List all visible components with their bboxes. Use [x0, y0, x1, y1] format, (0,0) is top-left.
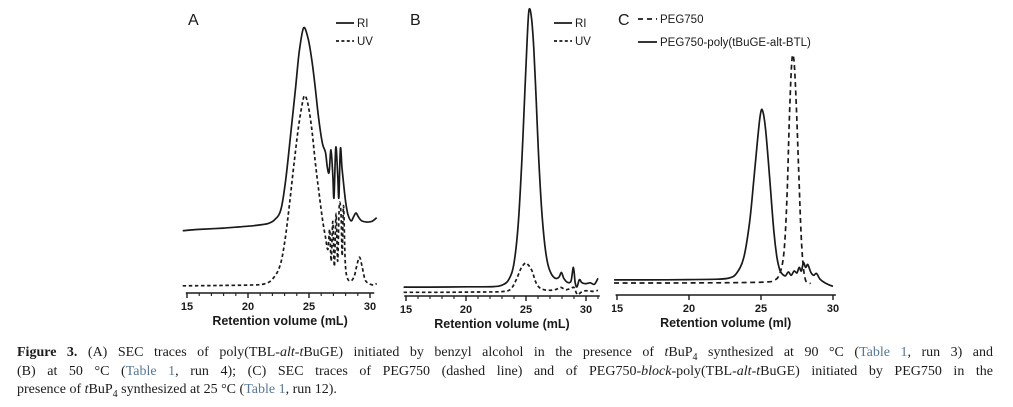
- trace-uv: [182, 94, 378, 287]
- caption-text: presence of: [17, 382, 85, 398]
- x-axis-title: Retention volume (ml): [660, 316, 791, 330]
- caption-line: (B) at 50 °C (Table 1, run 4); (C) SEC t…: [17, 363, 993, 382]
- caption-text: BuP: [88, 382, 113, 398]
- sec-panel-a: 15 20 25 30 Retention volume (mL) A RI UV: [181, 12, 378, 328]
- caption-text: t: [84, 382, 89, 398]
- caption-text: t: [756, 363, 761, 379]
- legend-label: RI: [357, 18, 369, 30]
- axis-tick-label: 25: [303, 301, 315, 313]
- legend-label: UV: [357, 36, 373, 48]
- legend-label: UV: [575, 36, 591, 48]
- caption-text: synthesized at 90 °C (: [697, 345, 860, 360]
- caption-text: alt: [736, 363, 752, 379]
- trace-peg750-poly-tbuge-alt-btl-: [614, 108, 834, 288]
- sec-panel-b: 15 20 25 30 Retention volume (mL) B RI UV: [400, 7, 600, 331]
- figure-caption: Figure 3. (A) SEC traces of poly(TBL-alt…: [17, 344, 993, 400]
- panel-label: C: [618, 12, 630, 29]
- caption-text: t: [299, 345, 304, 360]
- axis-tick-label: 20: [242, 301, 254, 313]
- axis-tick-label: 30: [580, 304, 592, 316]
- caption-line: presence of tBuP4 synthesized at 25 °C (…: [17, 381, 993, 400]
- trace-peg750: [614, 53, 811, 285]
- caption-line: Figure 3. (A) SEC traces of poly(TBL-alt…: [17, 344, 993, 363]
- caption-text: (B) at 50 °C (: [17, 363, 126, 379]
- trace-ri: [182, 26, 378, 232]
- legend-label: PEG750-poly(tBuGE-alt-BTL): [660, 37, 811, 49]
- caption-text: 4: [692, 351, 698, 363]
- caption-text: , run 4); (C) SEC traces of PEG750 (dash…: [175, 363, 642, 379]
- axis-tick-label: 25: [520, 304, 532, 316]
- caption-text: , run 12).: [285, 382, 337, 398]
- x-axis-title: Retention volume (mL): [434, 317, 569, 331]
- caption-text: block: [641, 363, 672, 379]
- axis-tick-label: 25: [755, 303, 767, 315]
- trace-ri: [403, 7, 599, 288]
- axis-tick-label: 15: [612, 303, 623, 315]
- legend-label: PEG750: [660, 14, 703, 26]
- caption-text: -poly(TBL-: [671, 363, 737, 379]
- caption-text: t: [664, 345, 669, 360]
- axis-tick-label: 15: [400, 304, 412, 316]
- axis-tick-label: 15: [181, 301, 193, 313]
- axis-tick-label: 30: [827, 303, 839, 315]
- x-axis-title: Retention volume (mL): [212, 314, 347, 328]
- caption-text: BuP: [668, 345, 693, 360]
- panel-label: B: [410, 12, 421, 29]
- table-1-link[interactable]: Table 1: [859, 345, 908, 360]
- panel-label: A: [188, 12, 199, 29]
- caption-text: synthesized at 25 °C (: [117, 382, 245, 398]
- caption-text: alt: [279, 345, 295, 360]
- caption-text: 4: [112, 388, 118, 400]
- caption-text: -: [294, 345, 300, 360]
- axis-tick-label: 20: [460, 304, 472, 316]
- caption-text: BuGE) initiated by benzyl alcohol in the…: [303, 345, 665, 360]
- caption-text: , run 3) and: [907, 345, 994, 360]
- trace-uv: [403, 262, 599, 296]
- table-1-link[interactable]: Table 1: [244, 382, 286, 398]
- caption-text: Figure 3.: [17, 345, 78, 360]
- sec-panel-c: 15 20 25 30 Retention volume (ml) C PEG750 PEG7…: [612, 12, 839, 330]
- table-1-link[interactable]: Table 1: [125, 363, 176, 379]
- caption-text: BuGE) initiated by PEG750 in the: [760, 363, 994, 379]
- legend-label: RI: [575, 18, 587, 30]
- caption-text: (A) SEC traces of poly(TBL-: [77, 345, 280, 360]
- caption-text: -: [751, 363, 757, 379]
- axis-tick-label: 20: [683, 303, 695, 315]
- axis-tick-label: 30: [364, 301, 376, 313]
